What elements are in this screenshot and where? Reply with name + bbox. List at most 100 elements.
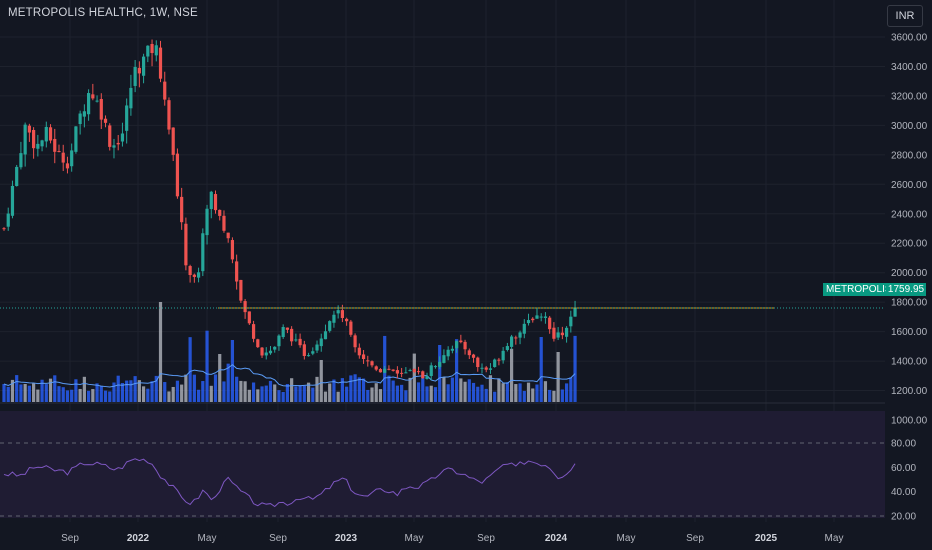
candle-body [285, 327, 290, 330]
candle-body [125, 105, 129, 131]
candle-body [154, 45, 158, 56]
volume-bar [484, 388, 488, 402]
volume-bar [548, 389, 552, 402]
candle-body [167, 100, 171, 130]
candle-body [226, 232, 230, 239]
volume-bar [306, 382, 311, 402]
rsi-tick-label: 40.00 [891, 487, 916, 498]
candle-body [569, 316, 573, 327]
volume-bar [315, 376, 319, 402]
volume-bar [78, 388, 82, 402]
volume-bar [488, 375, 493, 402]
candle-body [493, 359, 497, 367]
volume-bar [260, 386, 264, 402]
candle-body [19, 153, 23, 168]
candle-body [387, 368, 391, 370]
volume-ma-line [3, 364, 576, 388]
volume-bar [188, 337, 192, 402]
rsi-line [3, 458, 576, 508]
volume-bar [463, 381, 467, 402]
volume-bar [336, 391, 340, 402]
candle-body [188, 266, 192, 276]
candle-body [40, 140, 44, 147]
candle-body [32, 129, 36, 149]
candle-body [201, 233, 205, 272]
candle-body [484, 367, 488, 370]
candle-body [163, 81, 167, 100]
volume-bar [70, 389, 74, 402]
candle-body [476, 357, 480, 368]
volume-bar [531, 388, 535, 402]
volume-bar [222, 381, 226, 402]
candle-body [501, 350, 505, 361]
time-tick-label: May [617, 533, 636, 544]
volume-bar [205, 330, 209, 402]
volume-bar [408, 377, 412, 402]
candle-body [400, 372, 404, 374]
volume-bar [438, 345, 442, 402]
candle-body [510, 336, 514, 347]
candle-body [349, 321, 353, 335]
volume-bar [40, 379, 44, 402]
volume-bar [514, 384, 518, 402]
volume-bar [2, 384, 6, 402]
time-tick-label: Sep [477, 533, 495, 544]
volume-bar [459, 378, 463, 402]
volume-bar [497, 378, 501, 402]
candle-body [416, 371, 421, 373]
candle-body [91, 94, 95, 99]
volume-bar [323, 391, 328, 402]
volume-bar [209, 385, 213, 402]
candle-body [548, 317, 552, 330]
volume-bar [552, 390, 556, 402]
candle-body [488, 368, 493, 370]
candle-body [175, 153, 180, 197]
volume-bar [357, 377, 361, 402]
volume-bar [129, 380, 133, 402]
volume-bar [277, 390, 281, 402]
candle-body [505, 346, 509, 350]
candle-body [99, 98, 103, 120]
volume-bar [476, 386, 480, 402]
candle-body [383, 368, 387, 373]
volume-bar [192, 374, 196, 402]
volume-bar [112, 382, 116, 402]
candle-body [290, 328, 294, 342]
volume-bar [15, 375, 19, 402]
candle-body [361, 354, 366, 360]
rsi-reference-lines [0, 442, 885, 517]
price-tick-label: 1000.00 [891, 416, 928, 427]
volume-bar [353, 374, 357, 402]
volume-bar [201, 381, 205, 402]
candle-body [526, 320, 531, 324]
price-tick-label: 1400.00 [891, 357, 928, 368]
candle-body [531, 318, 535, 321]
price-tick-label: 3200.00 [891, 91, 928, 102]
volume-bar [391, 380, 395, 402]
volume-bar [349, 375, 353, 402]
candle-body [192, 274, 196, 277]
currency-button[interactable]: INR [887, 5, 923, 27]
candle-body [239, 279, 243, 301]
volume-bar [467, 379, 471, 402]
time-tick-label: Sep [686, 533, 704, 544]
candle-body [196, 272, 201, 278]
volume-bar [154, 375, 158, 402]
time-axis[interactable]: Sep 2022 May Sep 2023 May Sep 2024 May Sep 2025 May [61, 533, 843, 544]
candle-body [459, 340, 463, 343]
rsi-axis: 80.00 60.00 40.00 20.00 [891, 439, 916, 523]
candle-body [205, 208, 209, 236]
volume-bar [526, 382, 531, 402]
price-axis[interactable]: 3600.00 3400.00 3200.00 3000.00 2800.00 2600.… [891, 33, 928, 427]
volume-bar [32, 383, 36, 402]
volume-bar [163, 382, 167, 402]
volume-bar [268, 380, 273, 402]
candle-body [556, 332, 560, 338]
candle-body [281, 327, 285, 338]
last-price-label: 1759.95 [886, 283, 926, 296]
candle-body [438, 361, 442, 367]
candle-body [273, 346, 277, 350]
candle-body [543, 316, 548, 318]
time-tick-label: Sep [269, 533, 287, 544]
